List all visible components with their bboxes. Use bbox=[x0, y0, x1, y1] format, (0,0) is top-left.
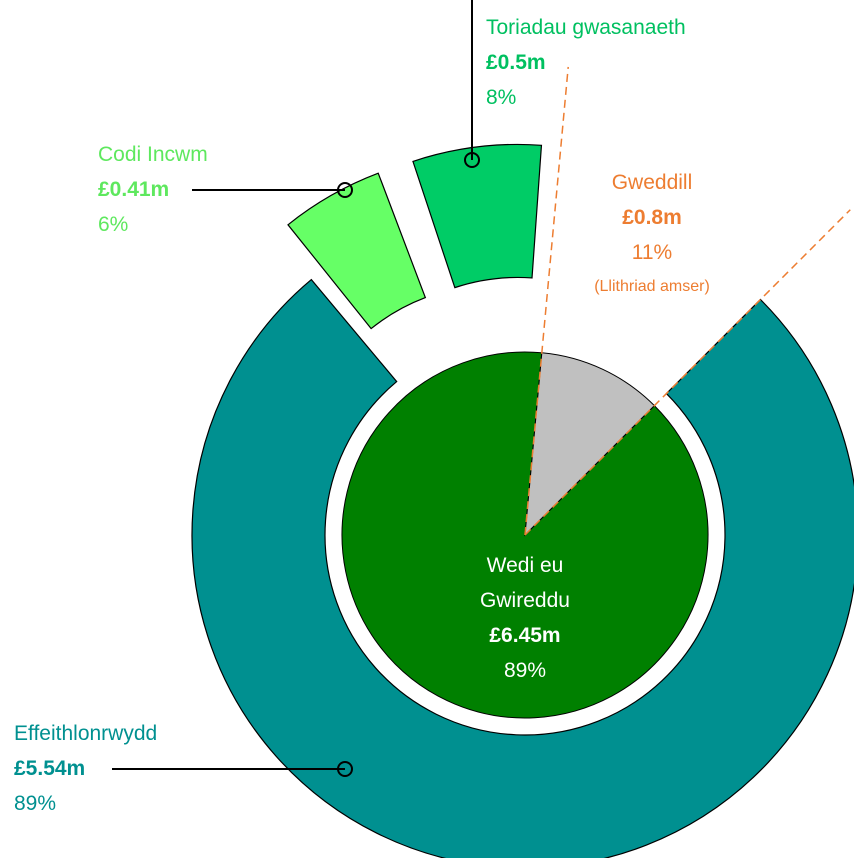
label-text: 11% bbox=[631, 241, 673, 264]
label-text: 89% bbox=[14, 792, 57, 815]
ring-segment bbox=[191, 278, 854, 858]
label-text: 8% bbox=[486, 86, 517, 109]
guide-line bbox=[524, 66, 569, 536]
segment-label: Toriadau gwasanaeth £0.5m 8% bbox=[486, 10, 686, 115]
slice-label: Gweddill £0.8m 11% (Llithriad amser) bbox=[594, 165, 710, 304]
leader-dot bbox=[337, 182, 353, 198]
ring-segment bbox=[412, 143, 543, 289]
label-text: Toriadau gwasanaeth bbox=[486, 16, 686, 39]
label-text: Effeithlonrwydd bbox=[14, 722, 158, 745]
label-text: Gweddill bbox=[611, 171, 693, 194]
label-text: £5.54m bbox=[14, 757, 86, 780]
pie-slice bbox=[524, 352, 656, 537]
slice-label: Wedi eu Gwireddu £6.45m 89% bbox=[470, 548, 580, 688]
label-text: 6% bbox=[98, 213, 129, 236]
label-text: Wedi eu Gwireddu bbox=[480, 554, 570, 612]
leader-dot bbox=[464, 152, 480, 168]
label-text: Codi Incwm bbox=[98, 143, 208, 166]
ring-segment bbox=[287, 172, 427, 330]
label-text: (Llithriad amser) bbox=[594, 278, 710, 295]
leader-dot bbox=[337, 761, 353, 777]
segment-label: Codi Incwm £0.41m 6% bbox=[98, 137, 208, 242]
label-text: £0.5m bbox=[486, 51, 546, 74]
label-text: £6.45m bbox=[489, 624, 561, 647]
label-text: £0.41m bbox=[98, 178, 170, 201]
guide-line bbox=[524, 209, 851, 536]
segment-label: Effeithlonrwydd £5.54m 89% bbox=[14, 716, 157, 821]
label-text: 89% bbox=[503, 659, 547, 682]
label-text: £0.8m bbox=[622, 206, 682, 229]
